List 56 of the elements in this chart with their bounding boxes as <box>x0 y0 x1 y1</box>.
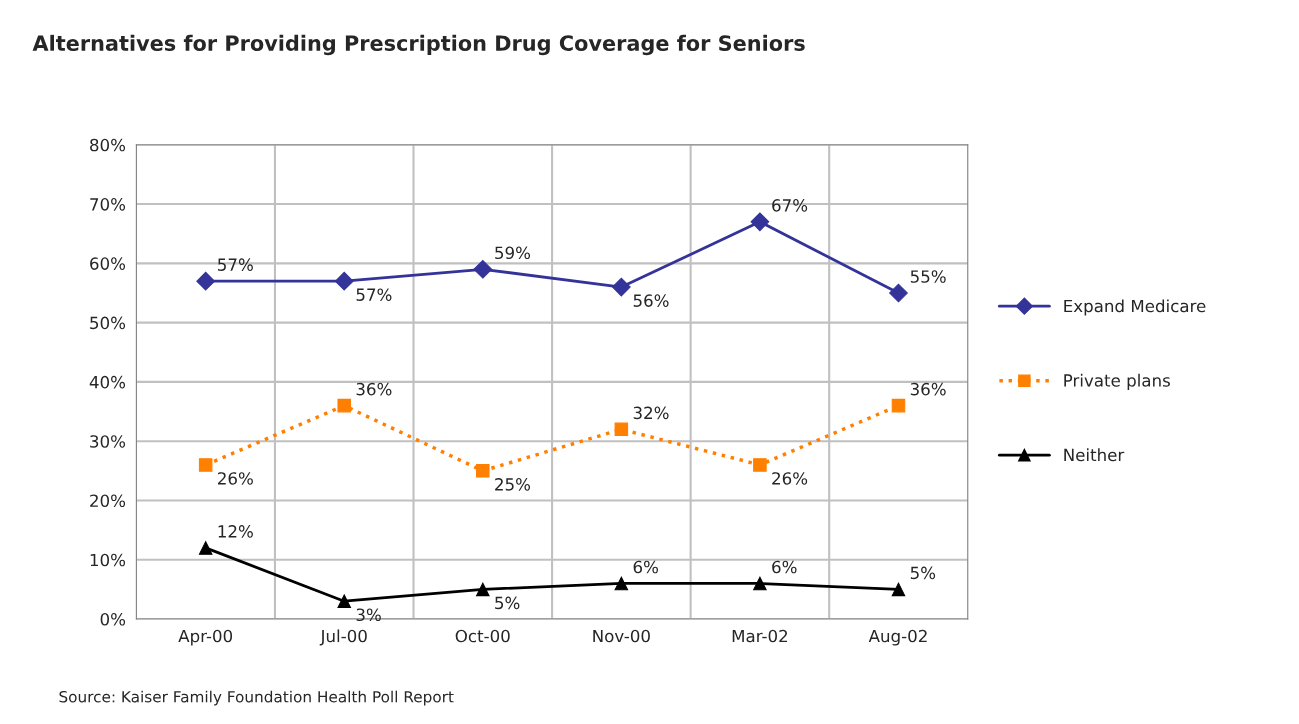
y-tick-label: 60% <box>90 257 126 270</box>
point <box>614 422 629 437</box>
point <box>891 398 906 413</box>
chart-title: Alternatives for Providing Prescription Drug Coverage for Seniors <box>32 34 805 56</box>
data-label: 32% <box>633 406 669 420</box>
point <box>614 576 629 591</box>
data-label: 6% <box>772 560 797 574</box>
data-label: 6% <box>633 560 658 574</box>
point <box>891 582 906 597</box>
x-tick-label: Nov-00 <box>593 629 650 643</box>
x-tick-label: Apr-00 <box>178 629 233 646</box>
data-label: 59% <box>495 246 531 260</box>
point <box>889 283 908 303</box>
data-label: 5% <box>910 566 936 580</box>
legend-label: Private plans <box>1064 373 1170 390</box>
point <box>198 541 213 555</box>
data-label: 3% <box>356 608 381 622</box>
x-tick-label: Oct-00 <box>455 629 510 643</box>
data-label: 56% <box>633 294 669 307</box>
y-tick-label: 20% <box>90 494 126 508</box>
data-label: 36% <box>910 382 946 396</box>
data-label: 25% <box>495 478 531 491</box>
point <box>337 398 351 413</box>
point <box>476 464 490 478</box>
y-tick-label: 0% <box>100 612 126 626</box>
point <box>337 594 351 609</box>
data-label: 5% <box>495 596 520 610</box>
point <box>334 271 354 291</box>
y-tick-label: 30% <box>90 435 126 448</box>
legend-label: Expand Medicare <box>1064 299 1206 316</box>
point <box>612 277 631 297</box>
point <box>753 458 767 472</box>
point <box>750 212 770 232</box>
y-tick-label: 70% <box>90 198 126 211</box>
point <box>198 458 213 472</box>
data-label: 57% <box>218 258 253 271</box>
x-tick-label: Aug-02 <box>868 629 927 646</box>
point <box>476 582 490 597</box>
data-label: 26% <box>772 472 808 485</box>
x-tick-label: Jul-00 <box>319 629 367 646</box>
data-label: 36% <box>356 382 392 396</box>
x-tick-label: Mar-02 <box>732 629 788 643</box>
data-label: 12% <box>218 525 253 538</box>
legend-label: Neither <box>1064 448 1125 462</box>
data-label: 67% <box>772 199 808 212</box>
source-note: Source: Kaiser Family Foundation Health Poll Report <box>59 690 454 706</box>
data-label: 55% <box>910 270 946 283</box>
point <box>196 271 216 291</box>
y-tick-label: 40% <box>89 375 126 389</box>
data-label: 57% <box>356 288 392 301</box>
y-tick-label: 10% <box>90 553 126 567</box>
y-tick-label: 80% <box>90 138 126 152</box>
data-label: 26% <box>218 472 253 485</box>
point <box>473 259 493 279</box>
y-tick-label: 50% <box>90 316 126 330</box>
point <box>753 576 767 591</box>
